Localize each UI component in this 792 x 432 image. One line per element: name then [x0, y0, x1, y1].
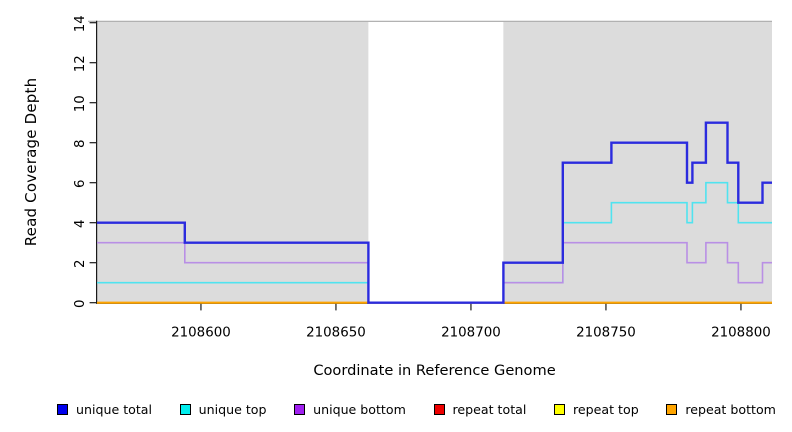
x-tick-label: 2108700 — [441, 326, 501, 341]
unique-top-swatch-icon — [179, 404, 191, 415]
x-tick-label: 2108650 — [306, 326, 366, 341]
legend-item-unique-bottom: unique bottom — [294, 402, 406, 417]
y-tick-label: 10 — [73, 95, 88, 112]
legend-label: unique bottom — [313, 402, 406, 417]
y-tick-label: 8 — [73, 139, 88, 148]
x-tick-label: 2108800 — [711, 326, 771, 341]
legend-label: unique top — [198, 402, 267, 417]
y-tick-label: 12 — [73, 55, 88, 72]
legend-item-repeat-bottom: repeat bottom — [666, 402, 776, 417]
legend: unique total unique top unique bottom re… — [0, 398, 792, 417]
legend-label: repeat top — [573, 402, 639, 417]
y-axis-title: Read Coverage Depth — [22, 77, 40, 247]
x-axis-title: Coordinate in Reference Genome — [313, 362, 556, 379]
legend-label: repeat total — [452, 402, 527, 417]
repeat-bottom-swatch-icon — [666, 404, 678, 415]
repeat-total-swatch-icon — [433, 404, 445, 415]
legend-item-unique-total: unique total — [57, 402, 152, 417]
coverage-plot-canvas: 0 2 4 6 8 10 12 14 2108600 2108650 2108700 2108750 2… — [73, 15, 772, 341]
unique-total-swatch-icon — [57, 404, 68, 415]
legend-label: unique total — [76, 402, 152, 417]
series-line-unique-total — [97, 121, 772, 304]
x-tick-label: 2108600 — [171, 326, 231, 341]
legend-item-repeat-total: repeat total — [433, 402, 527, 417]
legend-item-repeat-top: repeat top — [554, 402, 639, 417]
x-tick-label: 2108750 — [576, 326, 636, 341]
y-tick-label: 4 — [73, 219, 88, 228]
y-tick-label: 14 — [73, 15, 88, 32]
unique-bottom-swatch-icon — [294, 404, 306, 415]
legend-item-unique-top: unique top — [179, 402, 267, 417]
y-tick-label: 2 — [73, 259, 88, 268]
y-tick-label: 6 — [73, 179, 88, 188]
highlight-band — [368, 21, 504, 305]
repeat-top-swatch-icon — [554, 404, 565, 415]
legend-label: repeat bottom — [685, 402, 776, 417]
y-tick-label: 0 — [73, 299, 88, 308]
